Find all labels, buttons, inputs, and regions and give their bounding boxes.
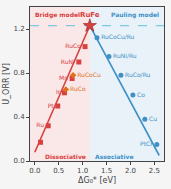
svg-text:0.0: 0.0 xyxy=(29,167,40,175)
svg-text:1.0: 1.0 xyxy=(77,167,88,175)
svg-text:Pauling model: Pauling model xyxy=(111,11,159,19)
svg-text:ΔG₀* [eV]: ΔG₀* [eV] xyxy=(78,176,116,185)
svg-text:0.8: 0.8 xyxy=(13,69,24,77)
svg-text:0.5: 0.5 xyxy=(53,167,64,175)
svg-text:Mn: Mn xyxy=(59,74,68,81)
svg-text:Ru: Ru xyxy=(36,121,44,128)
svg-text:Associative: Associative xyxy=(95,153,133,160)
svg-text:Dissociative: Dissociative xyxy=(45,153,86,160)
svg-text:RuCo/Ru: RuCo/Ru xyxy=(125,71,150,78)
svg-text:RuNi: RuNi xyxy=(61,58,75,65)
svg-text:0.0: 0.0 xyxy=(13,157,24,165)
svg-text:PtCr: PtCr xyxy=(140,140,153,147)
svg-text:0.4: 0.4 xyxy=(13,113,25,121)
svg-text:Co: Co xyxy=(137,91,145,98)
svg-text:Ir: Ir xyxy=(56,88,61,95)
svg-text:Cu: Cu xyxy=(149,115,157,122)
svg-text:U_ORR [V]: U_ORR [V] xyxy=(2,63,11,105)
svg-text:2.5: 2.5 xyxy=(149,167,160,175)
svg-text:RuCoCu: RuCoCu xyxy=(77,71,101,78)
svg-text:RuCo: RuCo xyxy=(70,85,86,92)
svg-text:RuCoCu/Ru: RuCoCu/Ru xyxy=(101,33,134,40)
svg-text:RuNi/Ru: RuNi/Ru xyxy=(113,52,137,59)
svg-text:RuFe: RuFe xyxy=(80,11,100,19)
svg-text:Pt: Pt xyxy=(48,102,55,109)
svg-text:1.5: 1.5 xyxy=(101,167,112,175)
svg-text:RuCo: RuCo xyxy=(65,42,81,49)
svg-text:Bridge model: Bridge model xyxy=(35,11,80,19)
svg-text:1.2: 1.2 xyxy=(13,25,24,33)
svg-text:2.0: 2.0 xyxy=(125,167,136,175)
